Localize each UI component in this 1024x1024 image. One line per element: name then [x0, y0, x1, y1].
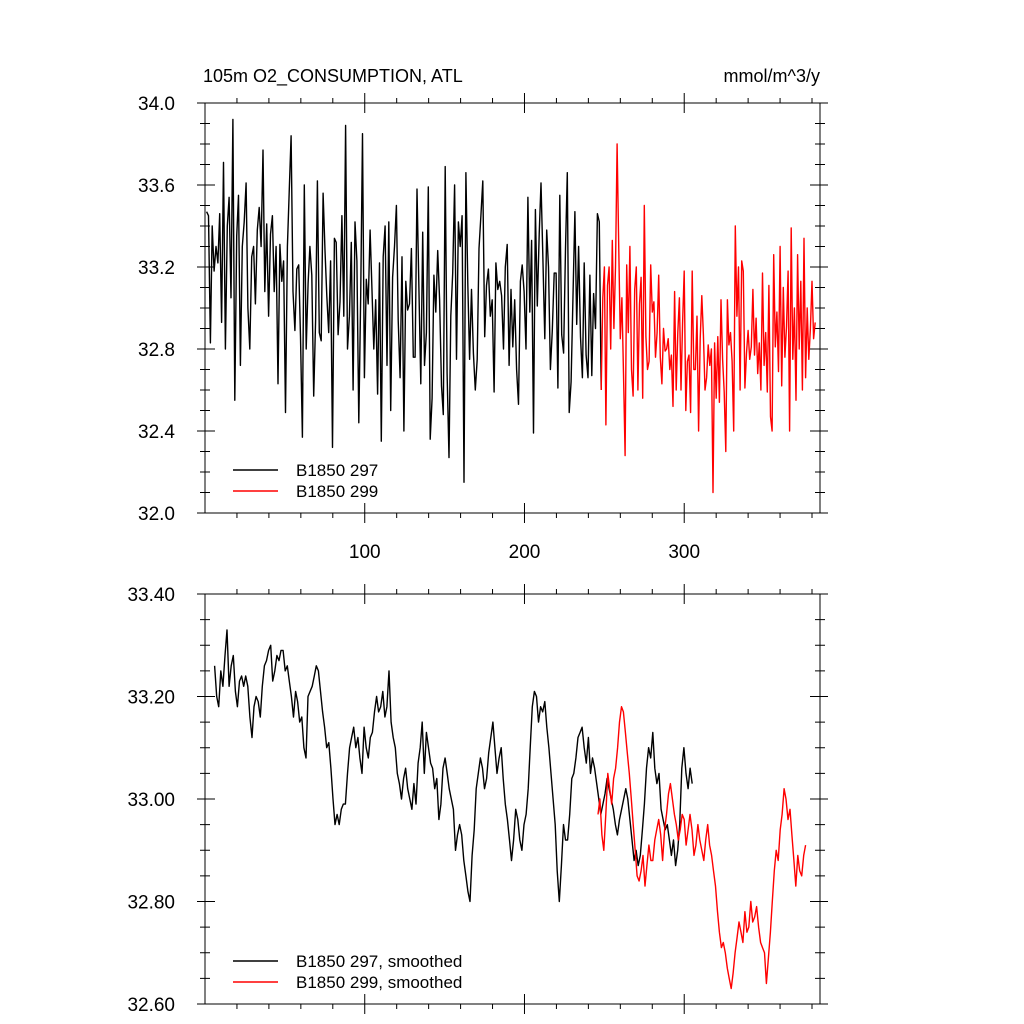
y-tick-label: 32.60 [127, 995, 175, 1016]
y-tick-label: 33.6 [138, 176, 175, 197]
bottom-panel: 32.60 32.80 33.00 33.20 33.40 B1850 297, smo… [127, 584, 828, 1016]
top-panel-units: mmol/m^3/y [724, 66, 820, 86]
y-tick-label: 32.4 [138, 422, 175, 443]
y-tick-label: 34.0 [138, 94, 175, 115]
series-line-b1850-297 [205, 118, 602, 483]
top-plot-series [205, 118, 816, 494]
y-tick-label: 33.40 [127, 585, 175, 606]
legend-label-b1850-297-smoothed: B1850 297, smoothed [296, 952, 462, 971]
x-tick-label: 200 [509, 542, 541, 563]
x-tick-label: 100 [349, 542, 381, 563]
y-tick-label: 32.0 [138, 504, 175, 525]
bottom-axis-ticks: 32.60 32.80 33.00 33.20 33.40 [127, 584, 828, 1016]
series-line-b1850-297-smoothed [213, 629, 693, 903]
legend-label-b1850-297: B1850 297 [296, 461, 378, 480]
series-line-b1850-299 [600, 143, 816, 494]
series-line-b1850-299-smoothed [597, 706, 807, 990]
y-tick-label: 33.00 [127, 790, 175, 811]
y-tick-label: 33.20 [127, 688, 175, 709]
y-tick-label: 32.80 [127, 893, 175, 914]
top-panel-title: 105m O2_CONSUMPTION, ATL [203, 66, 463, 87]
bottom-legend: B1850 297, smoothed B1850 299, smoothed [233, 952, 462, 992]
top-legend: B1850 297 B1850 299 [233, 461, 378, 501]
y-tick-label: 33.2 [138, 258, 175, 279]
top-axis-ticks: 32.0 32.4 32.8 33.2 33.6 34.0 100 200 300 [138, 93, 828, 563]
x-tick-label: 300 [668, 542, 700, 563]
y-tick-label: 32.8 [138, 340, 175, 361]
bottom-plot-series [213, 629, 807, 990]
legend-label-b1850-299-smoothed: B1850 299, smoothed [296, 973, 462, 992]
bottom-plot-frame [204, 593, 821, 1005]
top-panel: 105m O2_CONSUMPTION, ATL mmol/m^3/y 32.0… [138, 66, 828, 563]
legend-label-b1850-299: B1850 299 [296, 482, 378, 501]
